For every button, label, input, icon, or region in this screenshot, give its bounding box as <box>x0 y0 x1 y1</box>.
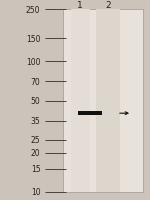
Bar <box>96 10 120 192</box>
Text: 15: 15 <box>31 165 40 174</box>
Text: 100: 100 <box>26 57 40 66</box>
Text: 1: 1 <box>77 1 83 9</box>
Bar <box>78 111 102 116</box>
Text: 70: 70 <box>31 77 40 86</box>
Text: 150: 150 <box>26 34 40 43</box>
Bar <box>63 10 142 192</box>
Text: 35: 35 <box>31 117 40 126</box>
Text: 20: 20 <box>31 148 40 157</box>
Text: 250: 250 <box>26 6 40 14</box>
Bar <box>70 10 90 192</box>
Text: 10: 10 <box>31 188 40 196</box>
Text: 2: 2 <box>105 1 111 9</box>
Text: 25: 25 <box>31 136 40 145</box>
Text: 50: 50 <box>31 97 40 105</box>
